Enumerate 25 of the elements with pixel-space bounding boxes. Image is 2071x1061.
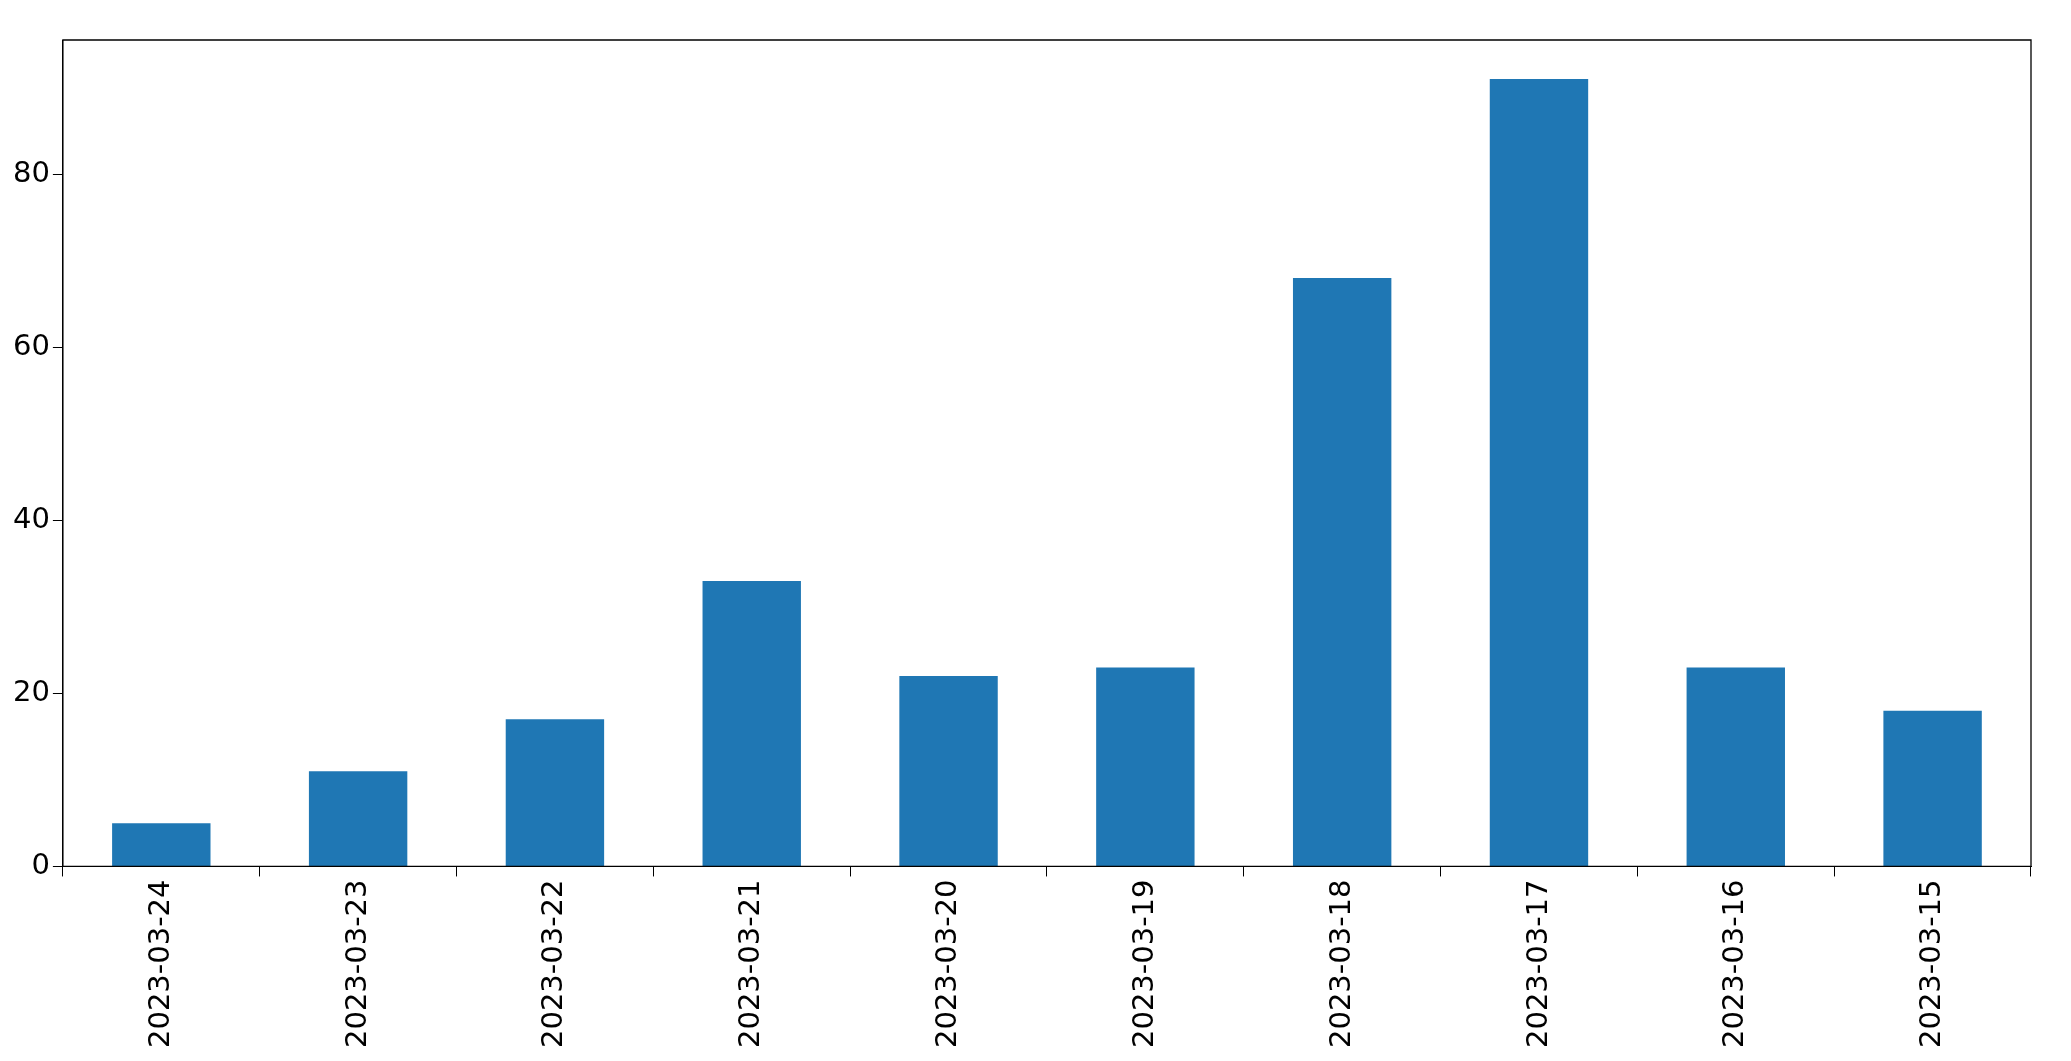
x-tick-label: 2023-03-18 xyxy=(1322,879,1357,1049)
x-tick-label: 2023-03-24 xyxy=(141,879,176,1049)
y-tick-label: 40 xyxy=(13,500,50,535)
bar xyxy=(112,823,211,866)
x-tick-label: 2023-03-16 xyxy=(1716,879,1751,1049)
bar xyxy=(505,719,605,866)
x-tick-label: 2023-03-19 xyxy=(1125,879,1160,1049)
y-tick-label: 60 xyxy=(13,327,50,362)
bar xyxy=(1489,78,1589,866)
y-tick-label: 20 xyxy=(13,673,50,708)
bar xyxy=(899,676,998,866)
bar xyxy=(1096,667,1195,866)
bar xyxy=(702,580,801,866)
bar xyxy=(1292,277,1392,866)
bar xyxy=(308,771,408,866)
x-tick-label: 2023-03-15 xyxy=(1913,879,1948,1049)
bar xyxy=(1883,710,1982,866)
bar xyxy=(1686,667,1785,866)
x-tick-label: 2023-03-17 xyxy=(1519,879,1554,1049)
x-tick-label: 2023-03-22 xyxy=(535,879,570,1049)
y-tick-label: 80 xyxy=(13,154,50,189)
x-tick-label: 2023-03-20 xyxy=(929,879,964,1049)
x-tick-label: 2023-03-23 xyxy=(338,879,373,1049)
x-tick-label: 2023-03-21 xyxy=(732,879,767,1049)
y-tick-label: 0 xyxy=(31,847,50,881)
